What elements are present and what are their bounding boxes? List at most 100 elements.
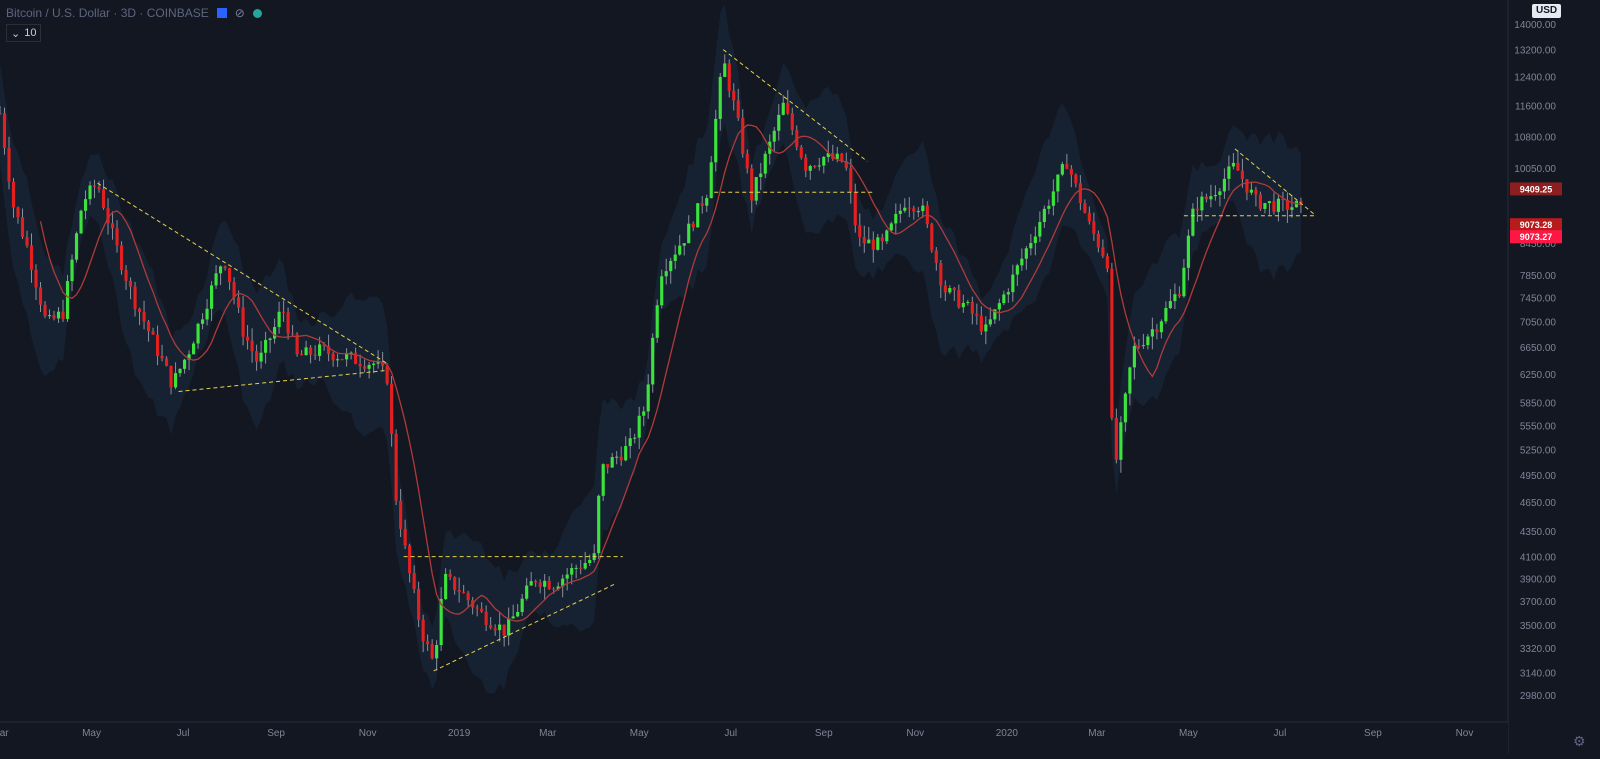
- candle-body: [835, 153, 839, 159]
- candle-body: [439, 598, 443, 646]
- candle-body: [610, 457, 614, 468]
- candle-body: [363, 366, 367, 369]
- y-tick-label: 2980.00: [1520, 691, 1557, 702]
- y-tick-label: 8450.00: [1520, 239, 1557, 250]
- y-tick-label: 7050.00: [1520, 318, 1557, 329]
- candle-body: [322, 344, 326, 347]
- candle-body: [502, 624, 506, 636]
- y-tick-label: 10800.00: [1514, 133, 1556, 144]
- candle-body: [741, 117, 745, 154]
- candle-body: [831, 152, 835, 159]
- candle-body: [583, 562, 587, 569]
- candle-body: [7, 148, 11, 182]
- settings-icon[interactable]: ⚙: [1573, 733, 1586, 749]
- candle-body: [408, 545, 412, 574]
- candle-body: [313, 354, 317, 356]
- y-tick-label: 4650.00: [1520, 498, 1557, 509]
- x-tick-label: Mar: [539, 728, 557, 739]
- candle-body: [83, 199, 88, 211]
- candle-body: [1164, 308, 1168, 322]
- x-tick-label: 2019: [448, 728, 471, 739]
- candle-body: [1276, 198, 1280, 212]
- trendline: [433, 583, 616, 672]
- candle-body: [1096, 233, 1100, 248]
- candle-body: [381, 362, 385, 366]
- candle-body: [790, 113, 794, 131]
- candle-body: [903, 207, 907, 211]
- candle-body: [448, 573, 452, 577]
- y-tick-label: 6650.00: [1520, 343, 1557, 354]
- candle-body: [736, 100, 740, 118]
- candle-body: [579, 567, 583, 569]
- candle-body: [74, 233, 79, 260]
- candle-body: [318, 344, 322, 356]
- trendline: [97, 182, 388, 364]
- candle-body: [191, 343, 196, 355]
- y-tick-label: 14000.00: [1514, 20, 1556, 31]
- candle-body: [327, 346, 331, 354]
- candle-body: [1236, 162, 1240, 171]
- candle-body: [1047, 205, 1051, 209]
- candle-body: [867, 239, 871, 244]
- candle-body: [160, 355, 164, 359]
- candle-body: [435, 645, 439, 659]
- candle-body: [1105, 256, 1109, 269]
- eye-hidden-icon[interactable]: ⊘: [234, 6, 245, 20]
- candle-body: [209, 285, 214, 309]
- candle-body: [921, 205, 925, 212]
- candle-body: [898, 210, 902, 214]
- candle-body: [1083, 203, 1087, 213]
- candle-body: [651, 337, 655, 385]
- trendline: [722, 49, 868, 162]
- candle-body: [691, 223, 695, 228]
- candle-body: [187, 354, 191, 360]
- candle-body: [525, 585, 529, 599]
- candle-body: [858, 225, 862, 237]
- candle-body: [628, 438, 632, 447]
- candle-body: [745, 153, 749, 169]
- candle-body: [1024, 248, 1028, 259]
- candle-body: [173, 373, 178, 388]
- candle-body: [880, 237, 884, 242]
- candle-body: [1272, 201, 1276, 212]
- candle-body: [1020, 258, 1024, 266]
- candle-body: [561, 578, 565, 587]
- candle-body: [1029, 243, 1033, 249]
- y-tick-label: 4100.00: [1520, 553, 1557, 564]
- candle-body: [277, 311, 281, 328]
- candle-body: [759, 173, 763, 178]
- x-tick-label: Sep: [267, 728, 285, 739]
- candle-body: [1258, 194, 1262, 209]
- indicator-toggle[interactable]: ⌄ 10: [6, 24, 42, 42]
- candle-body: [1200, 196, 1204, 211]
- currency-badge[interactable]: USD: [1532, 4, 1562, 18]
- price-label: 9073.27: [1520, 232, 1553, 242]
- candle-body: [1051, 191, 1055, 206]
- candle-body: [633, 437, 637, 439]
- chevron-down-icon[interactable]: ⌄: [11, 27, 21, 40]
- candle-body: [146, 321, 151, 332]
- candle-body: [286, 312, 290, 334]
- y-tick-label: 13200.00: [1514, 46, 1556, 57]
- y-tick-label: 6250.00: [1520, 370, 1557, 381]
- y-tick-label: 3320.00: [1520, 644, 1557, 655]
- candle-body: [34, 269, 38, 288]
- price-label: 9073.28: [1520, 220, 1553, 230]
- candle-body: [20, 217, 25, 237]
- candle-body: [1290, 207, 1294, 210]
- symbol-title[interactable]: Bitcoin / U.S. Dollar · 3D · COINBASE: [6, 6, 209, 20]
- candle-body: [38, 287, 43, 305]
- candle-body: [597, 495, 601, 554]
- candle-body: [1182, 267, 1186, 297]
- candle-body: [1173, 294, 1177, 302]
- market-status-icon: [252, 8, 262, 18]
- flag-icon[interactable]: [216, 8, 227, 18]
- candle-body: [1195, 208, 1199, 211]
- candle-body: [1065, 164, 1069, 169]
- candle-body: [218, 266, 223, 274]
- candle-body: [547, 580, 551, 589]
- candle-body: [615, 456, 619, 458]
- candle-body: [137, 308, 142, 312]
